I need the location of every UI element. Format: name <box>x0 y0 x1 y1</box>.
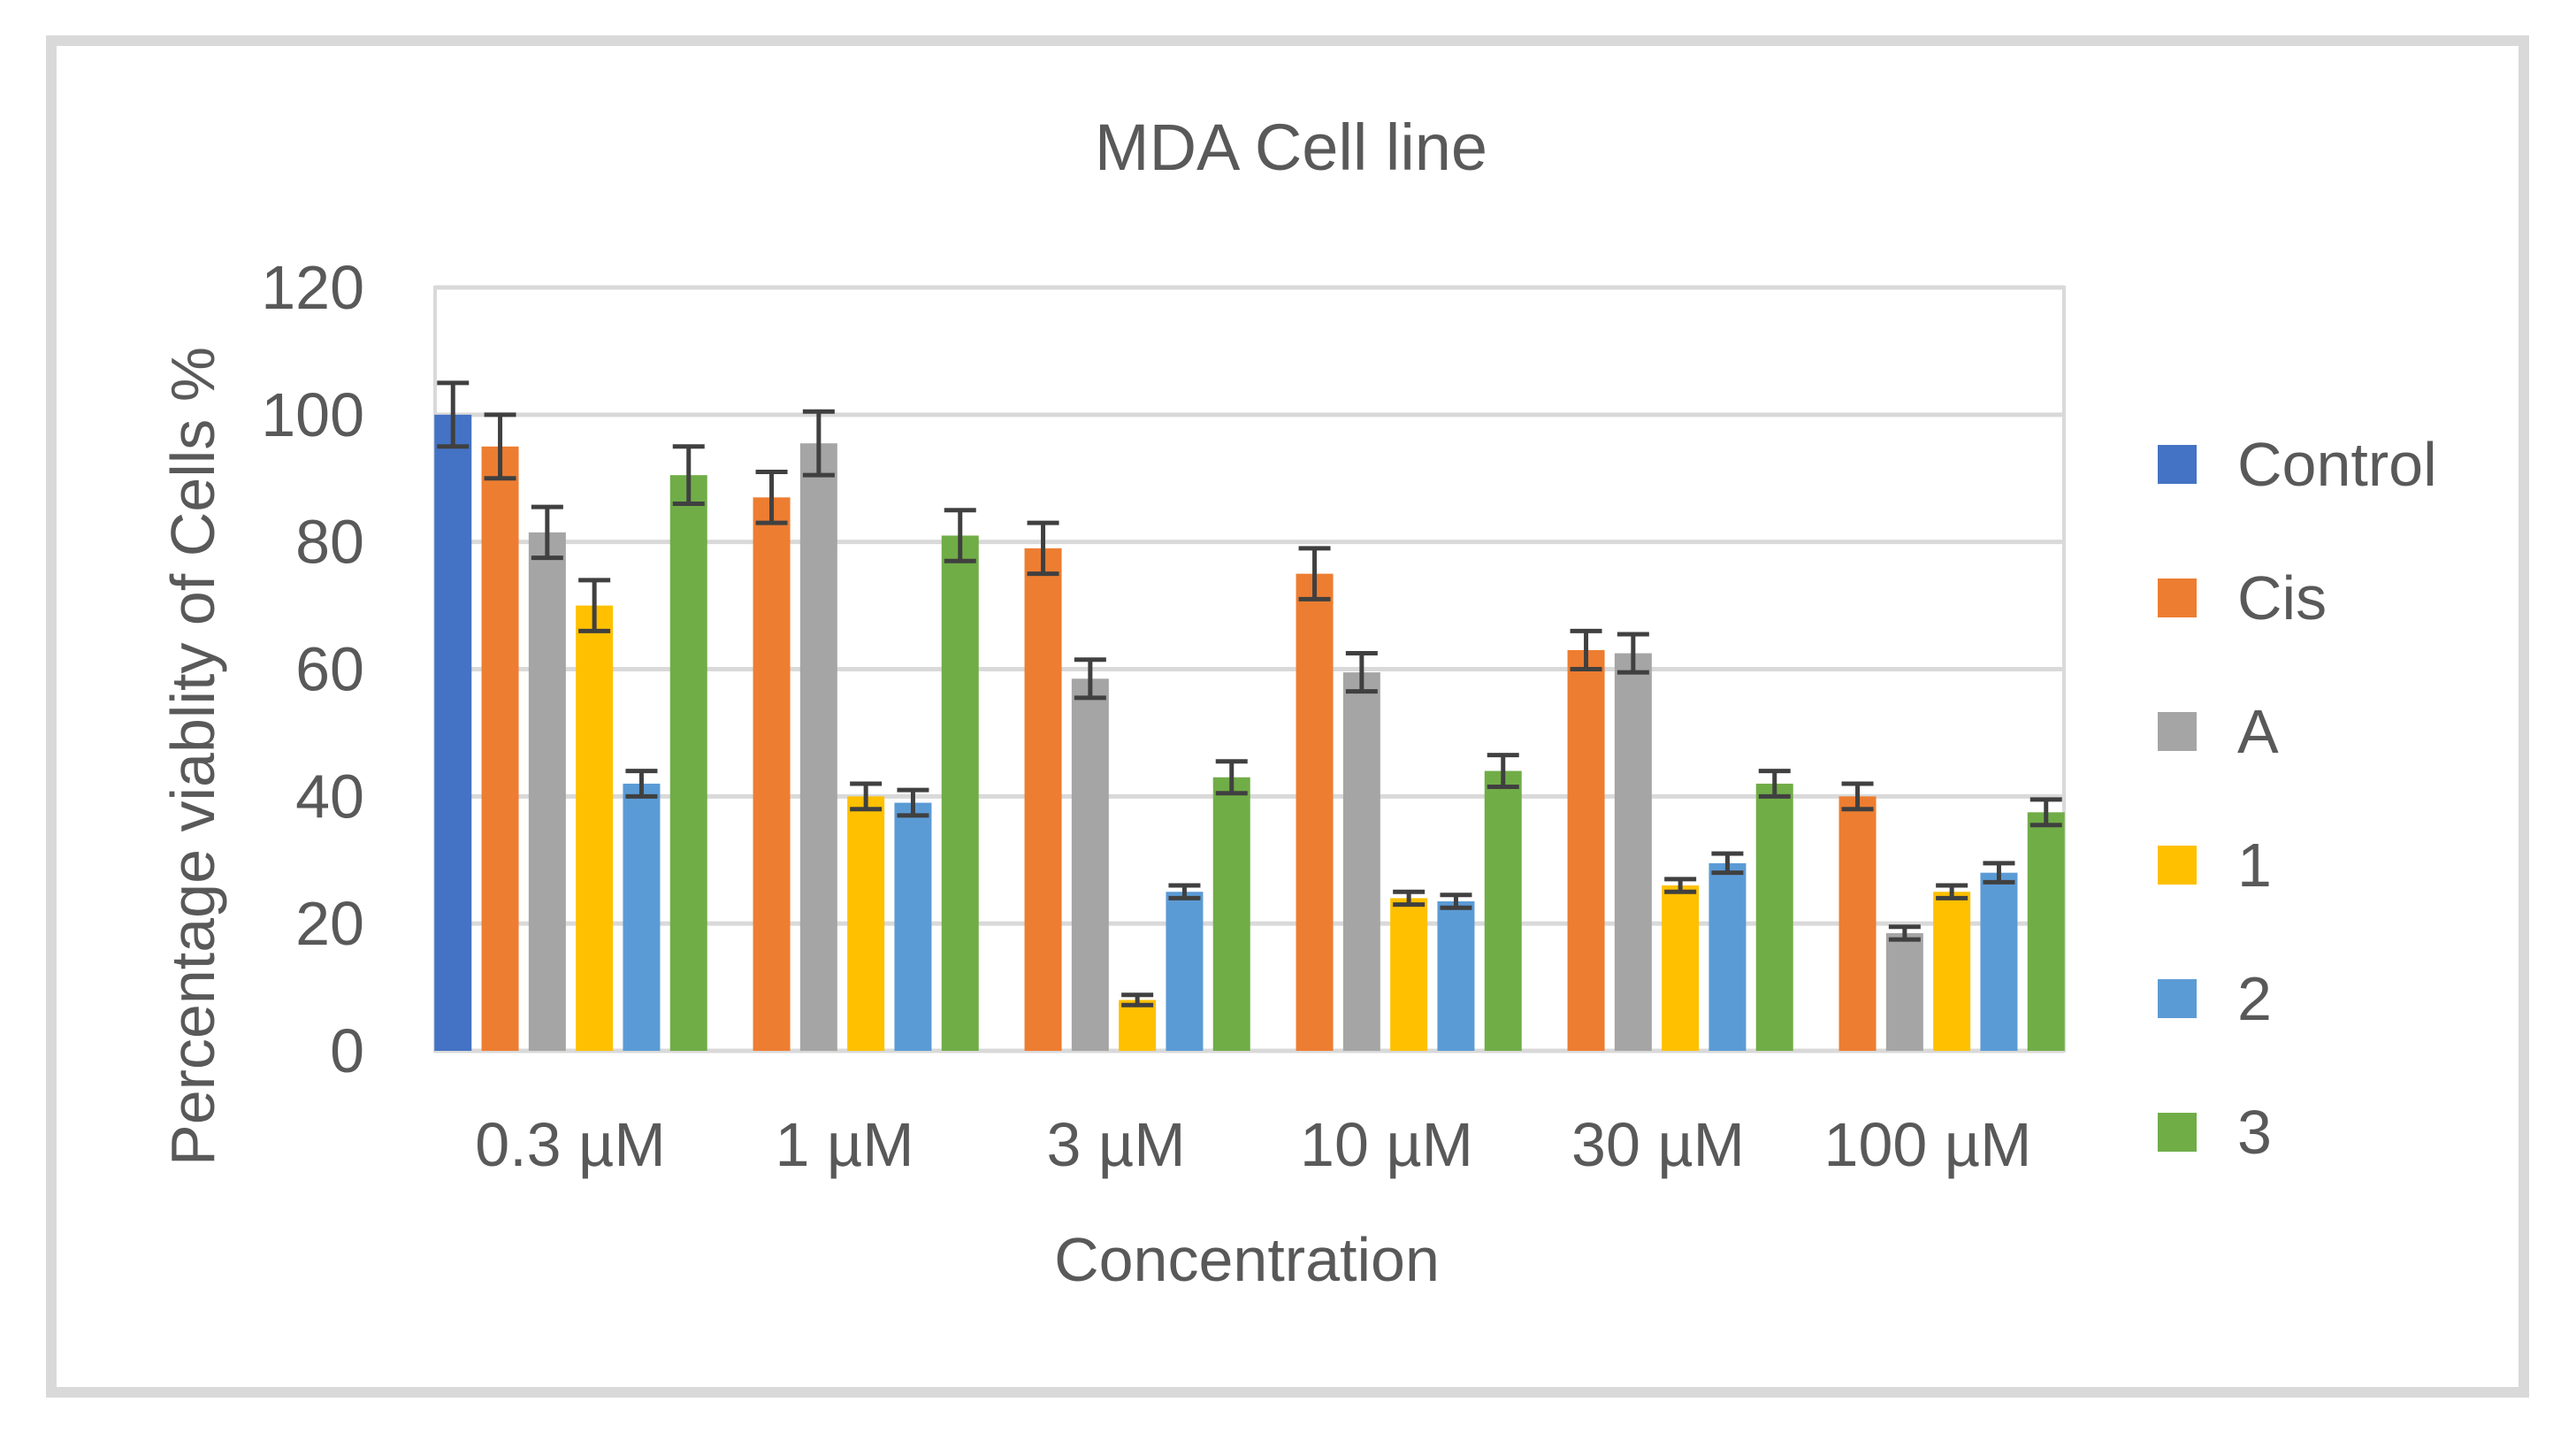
bar-2-2 <box>1166 892 1204 1051</box>
bar-3-3 <box>1484 770 1522 1051</box>
bar-3-0 <box>669 475 707 1051</box>
legend-swatch-cis <box>2158 578 2197 617</box>
y-axis-label: Percentage viablity of Cells % <box>158 347 227 1166</box>
x-tick-label-4: 30 µM <box>1571 1110 1745 1179</box>
bar-1-4 <box>1662 885 1700 1051</box>
y-tick-label: 60 <box>295 635 364 704</box>
y-tick-label: 100 <box>261 380 364 449</box>
bar-cis-3 <box>1296 573 1334 1051</box>
bar-1-3 <box>1390 898 1428 1051</box>
bar-a-5 <box>1885 932 1923 1051</box>
legend-swatch-1 <box>2158 846 2197 885</box>
legend-label-a: A <box>2237 697 2279 766</box>
x-tick-label-2: 3 µM <box>1046 1110 1185 1179</box>
bar-a-3 <box>1342 672 1380 1051</box>
legend-swatch-2 <box>2158 979 2197 1018</box>
bar-2-3 <box>1437 900 1475 1051</box>
y-tick-label: 120 <box>261 253 364 322</box>
x-tick-label-1: 1 µM <box>775 1110 913 1179</box>
legend-swatch-a <box>2158 712 2197 751</box>
legend-label-control: Control <box>2237 430 2437 499</box>
x-tick-label-0: 0.3 µM <box>475 1110 665 1179</box>
bar-2-4 <box>1708 862 1747 1051</box>
bar-a-0 <box>528 532 566 1051</box>
legend-label-3: 3 <box>2237 1098 2272 1167</box>
bar-cis-1 <box>753 497 791 1051</box>
legend-label-1: 1 <box>2237 831 2272 900</box>
y-tick-label: 0 <box>330 1016 364 1085</box>
bar-cis-2 <box>1024 548 1062 1051</box>
bar-3-1 <box>941 535 979 1051</box>
bar-cis-0 <box>481 446 519 1052</box>
legend-swatch-control <box>2158 445 2197 484</box>
x-tick-label-5: 100 µM <box>1824 1110 2032 1179</box>
bar-3-2 <box>1212 777 1250 1051</box>
error-bars <box>437 380 2062 1007</box>
bar-3-5 <box>2027 812 2065 1051</box>
bar-2-5 <box>1980 872 2018 1051</box>
y-tick-label: 80 <box>295 508 364 577</box>
y-tick-label: 20 <box>295 889 364 958</box>
y-tick-label: 40 <box>295 762 364 831</box>
bar-control-0 <box>434 414 472 1051</box>
bar-1-2 <box>1119 1000 1157 1051</box>
bar-a-2 <box>1071 678 1109 1051</box>
legend: Control Cis A 1 2 3 <box>2158 430 2437 1167</box>
x-tick-labels: 0.3 µM 1 µM 3 µM 10 µM 30 µM 100 µM <box>475 1110 2031 1179</box>
legend-label-cis: Cis <box>2237 563 2327 632</box>
x-axis-label: Concentration <box>1054 1225 1440 1294</box>
bar-2-1 <box>894 802 932 1051</box>
y-tick-labels: 0 20 40 60 80 100 120 <box>261 253 364 1085</box>
legend-label-2: 2 <box>2237 964 2272 1033</box>
bar-3-4 <box>1755 783 1793 1051</box>
bars <box>434 414 2065 1052</box>
bar-a-1 <box>799 443 837 1052</box>
bar-1-0 <box>576 605 614 1051</box>
x-tick-label-3: 10 µM <box>1300 1110 1473 1179</box>
legend-swatch-3 <box>2158 1113 2197 1152</box>
bar-1-1 <box>847 796 885 1051</box>
chart-title: MDA Cell line <box>1095 111 1487 184</box>
bar-2-0 <box>623 783 661 1051</box>
bar-a-4 <box>1614 653 1652 1051</box>
bar-1-5 <box>1933 892 1971 1051</box>
bar-cis-4 <box>1567 649 1605 1051</box>
bar-cis-5 <box>1838 796 1877 1051</box>
